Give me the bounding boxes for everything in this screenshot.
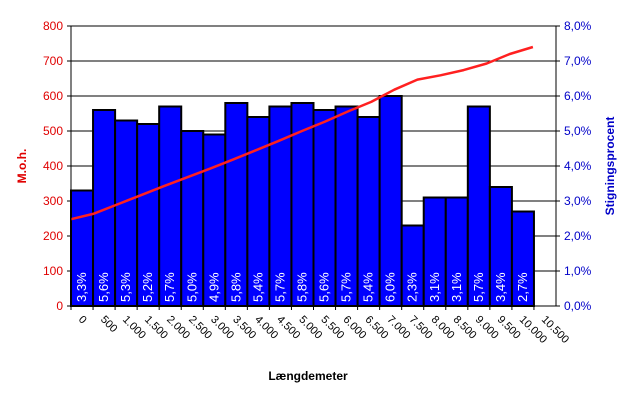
bar-value-label: 3,3% [74,272,89,302]
y-right-tick-label: 5,0% [564,124,592,138]
bar-value-label: 2,3% [405,272,420,302]
x-tick-label: 3.500 [230,314,258,342]
x-tick-label: 4.500 [274,314,302,342]
x-tick-label: 7.000 [385,314,413,342]
bar-value-label: 5,7% [339,272,354,302]
y-left-tick-label: 100 [43,264,63,278]
y-right-tick-label: 8,0% [564,19,592,33]
bar-value-label: 5,4% [361,272,376,302]
x-tick-label: 7.500 [407,314,435,342]
x-tick-label: 2.500 [186,314,214,342]
bar-value-label: 5,3% [118,272,133,302]
bar-value-label: 5,7% [162,272,177,302]
y-left-tick-label: 600 [43,89,63,103]
y-right-tick-label: 0,0% [564,299,592,313]
bar-value-label: 6,0% [383,272,398,302]
x-tick-label: 1.000 [120,314,148,342]
elevation-line-group [70,45,534,221]
y-left-tick-label: 800 [43,19,63,33]
y-left-tick-label: 0 [56,299,63,313]
bar-value-label: 5,8% [228,272,243,302]
x-tick-label: 3.000 [208,314,236,342]
bar-value-label: 5,6% [96,272,111,302]
x-tick-label: 4.000 [252,314,280,342]
y-left-tick-label: 200 [43,229,63,243]
x-axis-title: Længdemeter [268,369,348,383]
x-tick-label: 5.000 [296,314,324,342]
x-tick-label: 2.000 [164,314,192,342]
bar-value-label: 4,9% [206,272,221,302]
y-right-tick-label: 1,0% [564,264,592,278]
y-axis-left-title: M.o.h. [15,149,29,184]
y-right-tick-label: 2,0% [564,229,592,243]
bar-labels: 3,3% 5,6% 5,3% 5,2% 5,7% 5,0% 4,9% 5,8% 5,4% 5,7%… [74,272,530,302]
x-tick-label: 1.500 [142,314,170,342]
y-right-tick-label: 4,0% [564,159,592,173]
x-tick-label: 9.000 [473,314,501,342]
bar-value-label: 5,7% [471,272,486,302]
x-tick-label: 6.000 [340,314,368,342]
bar-value-label: 5,8% [294,272,309,302]
bar-value-label: 2,7% [515,272,530,302]
y-left-tick-label: 400 [43,159,63,173]
bar-value-label: 3,1% [449,272,464,302]
axes [67,25,560,310]
bar-value-label: 5,6% [317,272,332,302]
x-tick-label: 8.500 [451,314,479,342]
x-tick-label: 6.500 [362,314,390,342]
y-left-tick-label: 500 [43,124,63,138]
bar-value-label: 3,1% [427,272,442,302]
x-tick-label: 8.000 [429,314,457,342]
x-tick-label: 0 [76,314,89,327]
bar-value-label: 5,7% [272,272,287,302]
bar-value-label: 5,0% [184,272,199,302]
x-tick-label: 9.500 [495,314,523,342]
y-left-tick-label: 700 [43,54,63,68]
y-right-tick-label: 3,0% [564,194,592,208]
x-tick-label: 5.500 [318,314,346,342]
elevation-line [70,45,534,221]
x-tick-label: 500 [98,314,119,335]
bar-value-label: 5,2% [140,272,155,302]
bar-value-label: 5,4% [250,272,265,302]
y-axis-right-title: Stigningsprocent [603,117,617,216]
y-right-tick-label: 7,0% [564,54,592,68]
y-right-tick-label: 6,0% [564,89,592,103]
bar-value-label: 3,4% [493,272,508,302]
y-left-tick-label: 300 [43,194,63,208]
